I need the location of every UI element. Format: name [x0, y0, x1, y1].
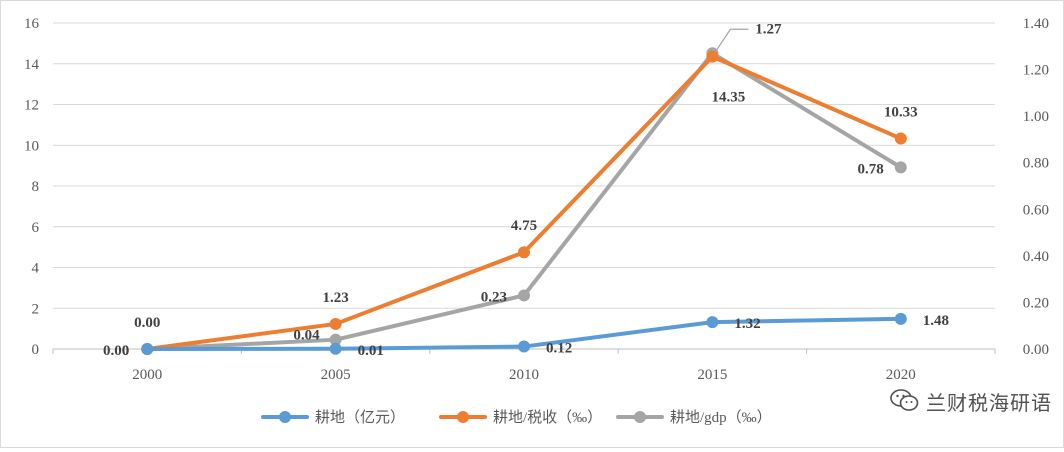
data-point — [706, 316, 719, 329]
left-axis-ticks: 0 2 4 6 8 10 12 14 16 — [24, 16, 40, 358]
data-point — [706, 50, 719, 63]
left-axis-tick-label: 14 — [24, 57, 40, 73]
data-label: 1.23 — [322, 290, 348, 306]
legend-marker — [634, 411, 646, 423]
legend-marker — [457, 411, 469, 423]
data-label: 1.27 — [755, 21, 782, 37]
left-axis-tick-label: 10 — [24, 138, 39, 154]
legend-marker — [279, 411, 291, 423]
left-axis-tick-label: 8 — [32, 179, 40, 195]
data-label: 0.00 — [134, 315, 160, 331]
left-axis-tick-label: 12 — [24, 98, 39, 114]
x-axis-ticks: 2000 2005 2010 2015 2020 — [52, 349, 996, 383]
data-point — [518, 289, 530, 302]
data-point — [894, 132, 907, 145]
left-axis-tick-label: 6 — [32, 220, 40, 236]
x-axis-tick-label: 2005 — [321, 367, 351, 383]
left-axis-tick-label: 16 — [24, 16, 40, 32]
right-axis-tick-label: 0.80 — [1023, 156, 1049, 172]
data-label: 0.04 — [293, 328, 320, 344]
watermark-text: 兰财税海研语 — [926, 390, 1052, 415]
data-point — [329, 333, 342, 346]
legend-label: 耕地/税收（‰） — [493, 408, 602, 426]
data-point — [141, 343, 154, 355]
data-point — [894, 161, 907, 174]
data-label: 0.12 — [546, 341, 572, 357]
right-axis-tick-label: 0.40 — [1023, 249, 1049, 265]
right-axis-tick-label: 1.20 — [1023, 63, 1049, 79]
data-label: 0.78 — [858, 161, 884, 177]
data-label: 14.35 — [712, 90, 746, 106]
right-axis-tick-label: 0.20 — [1023, 295, 1049, 311]
x-axis-tick-label: 2020 — [886, 367, 916, 383]
legend: 耕地（亿元） 耕地/税收（‰） 耕地/gdp（‰） — [261, 408, 772, 426]
data-point — [518, 340, 530, 353]
data-point — [329, 317, 342, 330]
data-label: 0 — [122, 343, 130, 359]
data-label: 1.32 — [734, 316, 760, 332]
legend-label: 耕地（亿元） — [315, 408, 405, 426]
right-axis-tick-label: 1.00 — [1023, 109, 1049, 125]
data-label: 0.00 — [103, 343, 129, 359]
data-labels: 0 0.01 0.12 1.32 1.48 0.00 1.23 4.75 14.35 10.33 0… — [103, 21, 949, 359]
gridlines — [53, 22, 995, 350]
data-point — [329, 342, 342, 355]
left-axis-tick-label: 4 — [32, 261, 40, 277]
right-axis-tick-label: 0.00 — [1023, 342, 1049, 358]
data-label: 4.75 — [511, 218, 537, 234]
left-axis-tick-label: 0 — [32, 342, 40, 358]
data-label: 10.33 — [884, 105, 918, 121]
data-point — [518, 246, 530, 259]
x-axis-tick-label: 2015 — [697, 367, 727, 383]
left-axis-tick-label: 2 — [32, 301, 40, 317]
data-point — [894, 312, 907, 325]
data-label: 0.01 — [358, 343, 384, 359]
data-label: 0.23 — [481, 289, 507, 305]
data-label: 1.48 — [923, 313, 949, 329]
x-axis-tick-label: 2010 — [509, 367, 539, 383]
series-line — [145, 51, 903, 351]
x-axis-tick-label: 2000 — [132, 367, 162, 383]
right-axis-tick-label: 1.40 — [1023, 16, 1049, 32]
watermark: 兰财税海研语 — [890, 384, 1052, 418]
wechat-icon — [890, 389, 919, 411]
right-axis-tick-label: 0.60 — [1023, 202, 1049, 218]
series-layer — [141, 47, 907, 355]
right-axis-ticks: 0.00 0.20 0.40 0.60 0.80 1.00 1.20 1.40 — [1023, 16, 1049, 358]
legend-label: 耕地/gdp（‰） — [670, 408, 772, 426]
label-leader-line — [715, 28, 749, 51]
